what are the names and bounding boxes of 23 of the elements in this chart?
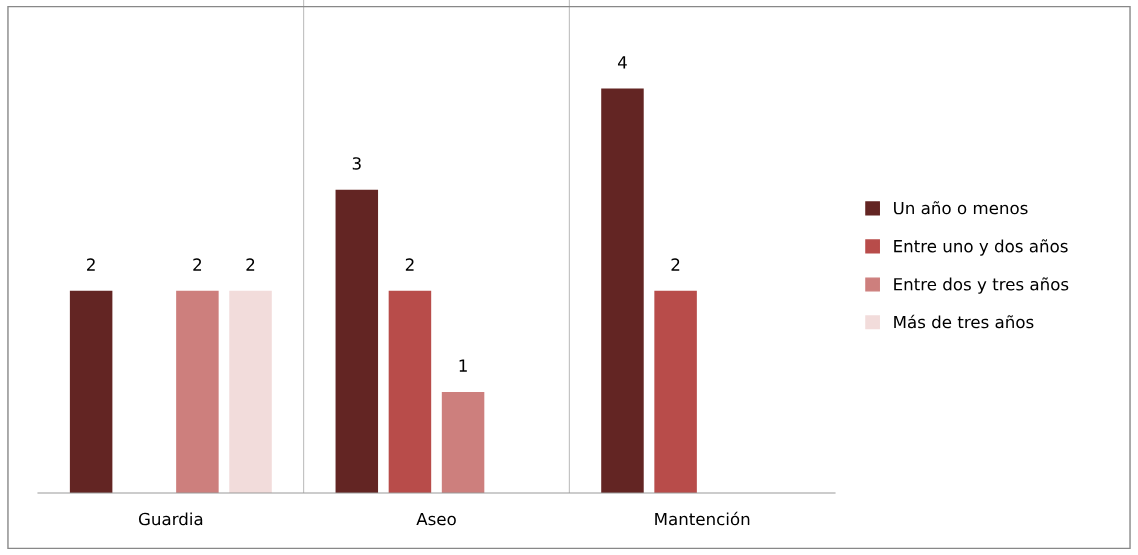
bar — [388, 290, 432, 493]
bar — [441, 391, 485, 493]
data-label: 2 — [193, 258, 202, 271]
x-tick-label: Guardia — [138, 512, 203, 526]
data-label: 2 — [87, 258, 95, 271]
bar — [654, 290, 697, 493]
x-tick-label: Mantención — [655, 511, 750, 526]
data-label: 2 — [671, 258, 680, 271]
data-label: 2 — [246, 258, 255, 271]
bar — [229, 290, 272, 493]
bar — [69, 290, 113, 493]
data-label: 4 — [617, 56, 627, 69]
legend-label: Entre dos y tres años — [894, 277, 1069, 294]
bar — [335, 189, 379, 493]
bar — [601, 88, 644, 493]
data-label: 1 — [459, 359, 467, 372]
legend-label: Un año o menos — [894, 201, 1028, 215]
legend-label: Más de tres años — [894, 314, 1034, 329]
legend-label: Entre uno y dos años — [894, 239, 1068, 256]
x-tick-label: Aseo — [416, 512, 456, 526]
data-label: 2 — [405, 258, 414, 271]
bar — [176, 290, 219, 493]
data-label: 3 — [352, 157, 361, 170]
